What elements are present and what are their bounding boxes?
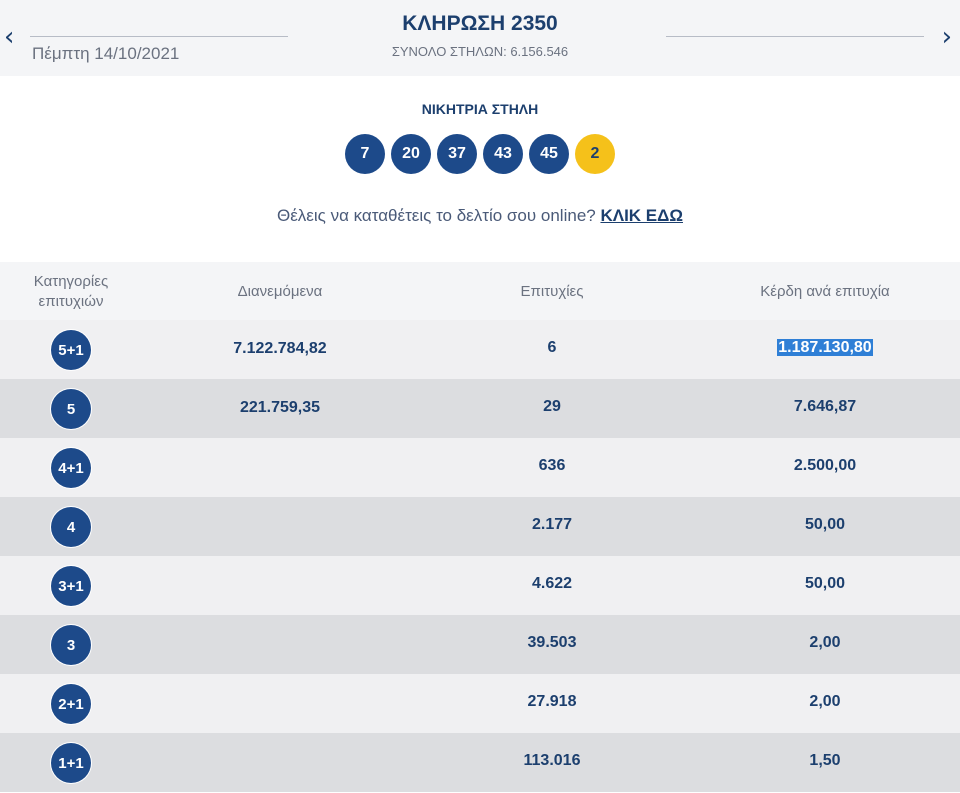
- selected-text[interactable]: 1.187.130,80: [777, 339, 873, 356]
- winners-count: 29: [543, 398, 561, 415]
- draw-date: Πέμπτη 14/10/2021: [32, 44, 180, 63]
- category-badge: 5: [51, 389, 91, 429]
- header-category: Κατηγορίες επιτυχιών: [20, 272, 122, 312]
- category-badge: 4+1: [51, 448, 91, 488]
- distributed-amount: 221.759,35: [239, 399, 321, 416]
- table-row: 3+1 4.622 50,00: [0, 556, 960, 615]
- table-row: 3 39.503 2,00: [0, 615, 960, 674]
- winning-column-label: ΝΙΚΗΤΡΙΑ ΣΤΗΛΗ: [421, 101, 539, 117]
- header-prize: Κέρδη ανά επιτυχία: [760, 283, 890, 300]
- header-category-line2: επιτυχιών: [38, 293, 104, 310]
- winners-count: 2.177: [531, 516, 573, 533]
- prize-per-winner: 2,00: [809, 634, 841, 651]
- table-row: 5+1 7.122.784,82 6 1.187.130,80: [0, 320, 960, 379]
- chevron-left-icon[interactable]: ‹: [4, 22, 15, 52]
- distributed-amount: 7.122.784,82: [233, 340, 327, 357]
- prize-per-winner: 1,50: [809, 752, 841, 769]
- divider: [30, 36, 288, 37]
- winners-count: 6: [547, 339, 557, 356]
- draw-title: ΚΛΗΡΩΣΗ 2350: [402, 12, 558, 35]
- bonus-number-ball: 2: [575, 134, 615, 174]
- table-row: 1+1 113.016 1,50: [0, 733, 960, 792]
- prize-per-winner: 2.500,00: [793, 457, 857, 474]
- table-row: 5 221.759,35 29 7.646,87: [0, 379, 960, 438]
- winners-count: 39.503: [527, 634, 577, 651]
- winning-number-ball: 37: [437, 134, 477, 174]
- category-badge: 3+1: [51, 566, 91, 606]
- online-promo: Θέλεις να καταθέτεις το δελτίο σου onlin…: [0, 206, 960, 226]
- winning-number-ball: 20: [391, 134, 431, 174]
- prize-per-winner: 2,00: [809, 693, 841, 710]
- category-badge: 3: [51, 625, 91, 665]
- divider: [666, 36, 924, 37]
- winning-number-ball: 45: [529, 134, 569, 174]
- winning-number-ball: 43: [483, 134, 523, 174]
- category-badge: 1+1: [51, 743, 91, 783]
- chevron-right-icon[interactable]: ›: [941, 22, 952, 52]
- winners-count: 4.622: [531, 575, 573, 592]
- click-here-link[interactable]: ΚΛΙΚ ΕΔΩ: [600, 206, 683, 225]
- header-winners: Επιτυχίες: [520, 283, 584, 300]
- promo-text: Θέλεις να καταθέτεις το δελτίο σου onlin…: [277, 206, 596, 225]
- winners-count: 636: [538, 457, 566, 474]
- winners-count: 27.918: [527, 693, 577, 710]
- header-distributed: Διανεμόμενα: [237, 283, 323, 300]
- prize-per-winner: 1.187.130,80: [725, 339, 925, 357]
- prize-per-winner: 50,00: [804, 575, 846, 592]
- winning-number-ball: 7: [345, 134, 385, 174]
- table-row: 4 2.177 50,00: [0, 497, 960, 556]
- category-badge: 4: [51, 507, 91, 547]
- category-badge: 2+1: [51, 684, 91, 724]
- prize-table: Κατηγορίες επιτυχιών Διανεμόμενα Επιτυχί…: [0, 262, 960, 792]
- table-header: Κατηγορίες επιτυχιών Διανεμόμενα Επιτυχί…: [0, 262, 960, 320]
- prize-per-winner: 50,00: [804, 516, 846, 533]
- header-category-line1: Κατηγορίες: [33, 273, 109, 290]
- table-row: 2+1 27.918 2,00: [0, 674, 960, 733]
- winning-numbers: 7 20 37 43 45 2: [0, 134, 960, 174]
- total-columns: ΣΥΝΟΛΟ ΣΤΗΛΩΝ: 6.156.546: [391, 44, 569, 59]
- draw-header: ‹ Πέμπτη 14/10/2021 ΚΛΗΡΩΣΗ 2350 ΣΥΝΟΛΟ …: [0, 0, 960, 76]
- category-badge: 5+1: [51, 330, 91, 370]
- prize-per-winner: 7.646,87: [793, 398, 857, 415]
- winners-count: 113.016: [523, 752, 581, 769]
- table-row: 4+1 636 2.500,00: [0, 438, 960, 497]
